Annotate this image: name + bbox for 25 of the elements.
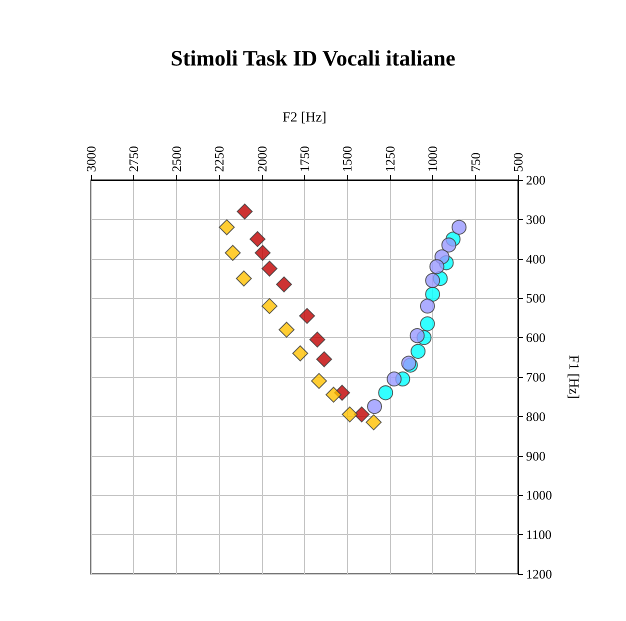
y-tick-label: 300 — [526, 212, 546, 227]
x-tick-label: 1250 — [382, 146, 398, 172]
x-tick-label: 1500 — [340, 146, 355, 172]
x-tick-label: 2500 — [168, 146, 184, 172]
y-tick-label: 1100 — [526, 527, 552, 542]
x-tick-label: 750 — [468, 152, 483, 172]
y-tick-label: 1000 — [526, 488, 552, 503]
x-tick-label: 1000 — [425, 146, 440, 172]
y-axis-title: F1 [Hz] — [566, 355, 580, 399]
y-tick-label: 400 — [526, 251, 546, 266]
x-axis-title: F2 [Hz] — [282, 110, 326, 126]
y-tick-label: 800 — [526, 408, 546, 424]
y-tick-label: 1200 — [526, 566, 552, 582]
y-tick-label: 200 — [526, 172, 546, 188]
x-tick-label: 2000 — [254, 146, 270, 172]
y-tick-label: 600 — [526, 330, 546, 346]
x-tick-label: 2750 — [126, 146, 142, 172]
x-tick-label: 500 — [510, 152, 526, 172]
chart-title: Stimoli Task ID Vocali italiane — [170, 46, 456, 70]
y-tick-label: 700 — [526, 370, 546, 384]
y-tick-label: 500 — [526, 290, 546, 306]
x-tick-label: 2250 — [212, 146, 227, 172]
x-tick-label: 3000 — [84, 146, 98, 172]
y-tick-label: 900 — [526, 448, 546, 464]
x-tick-label: 1750 — [297, 146, 312, 172]
